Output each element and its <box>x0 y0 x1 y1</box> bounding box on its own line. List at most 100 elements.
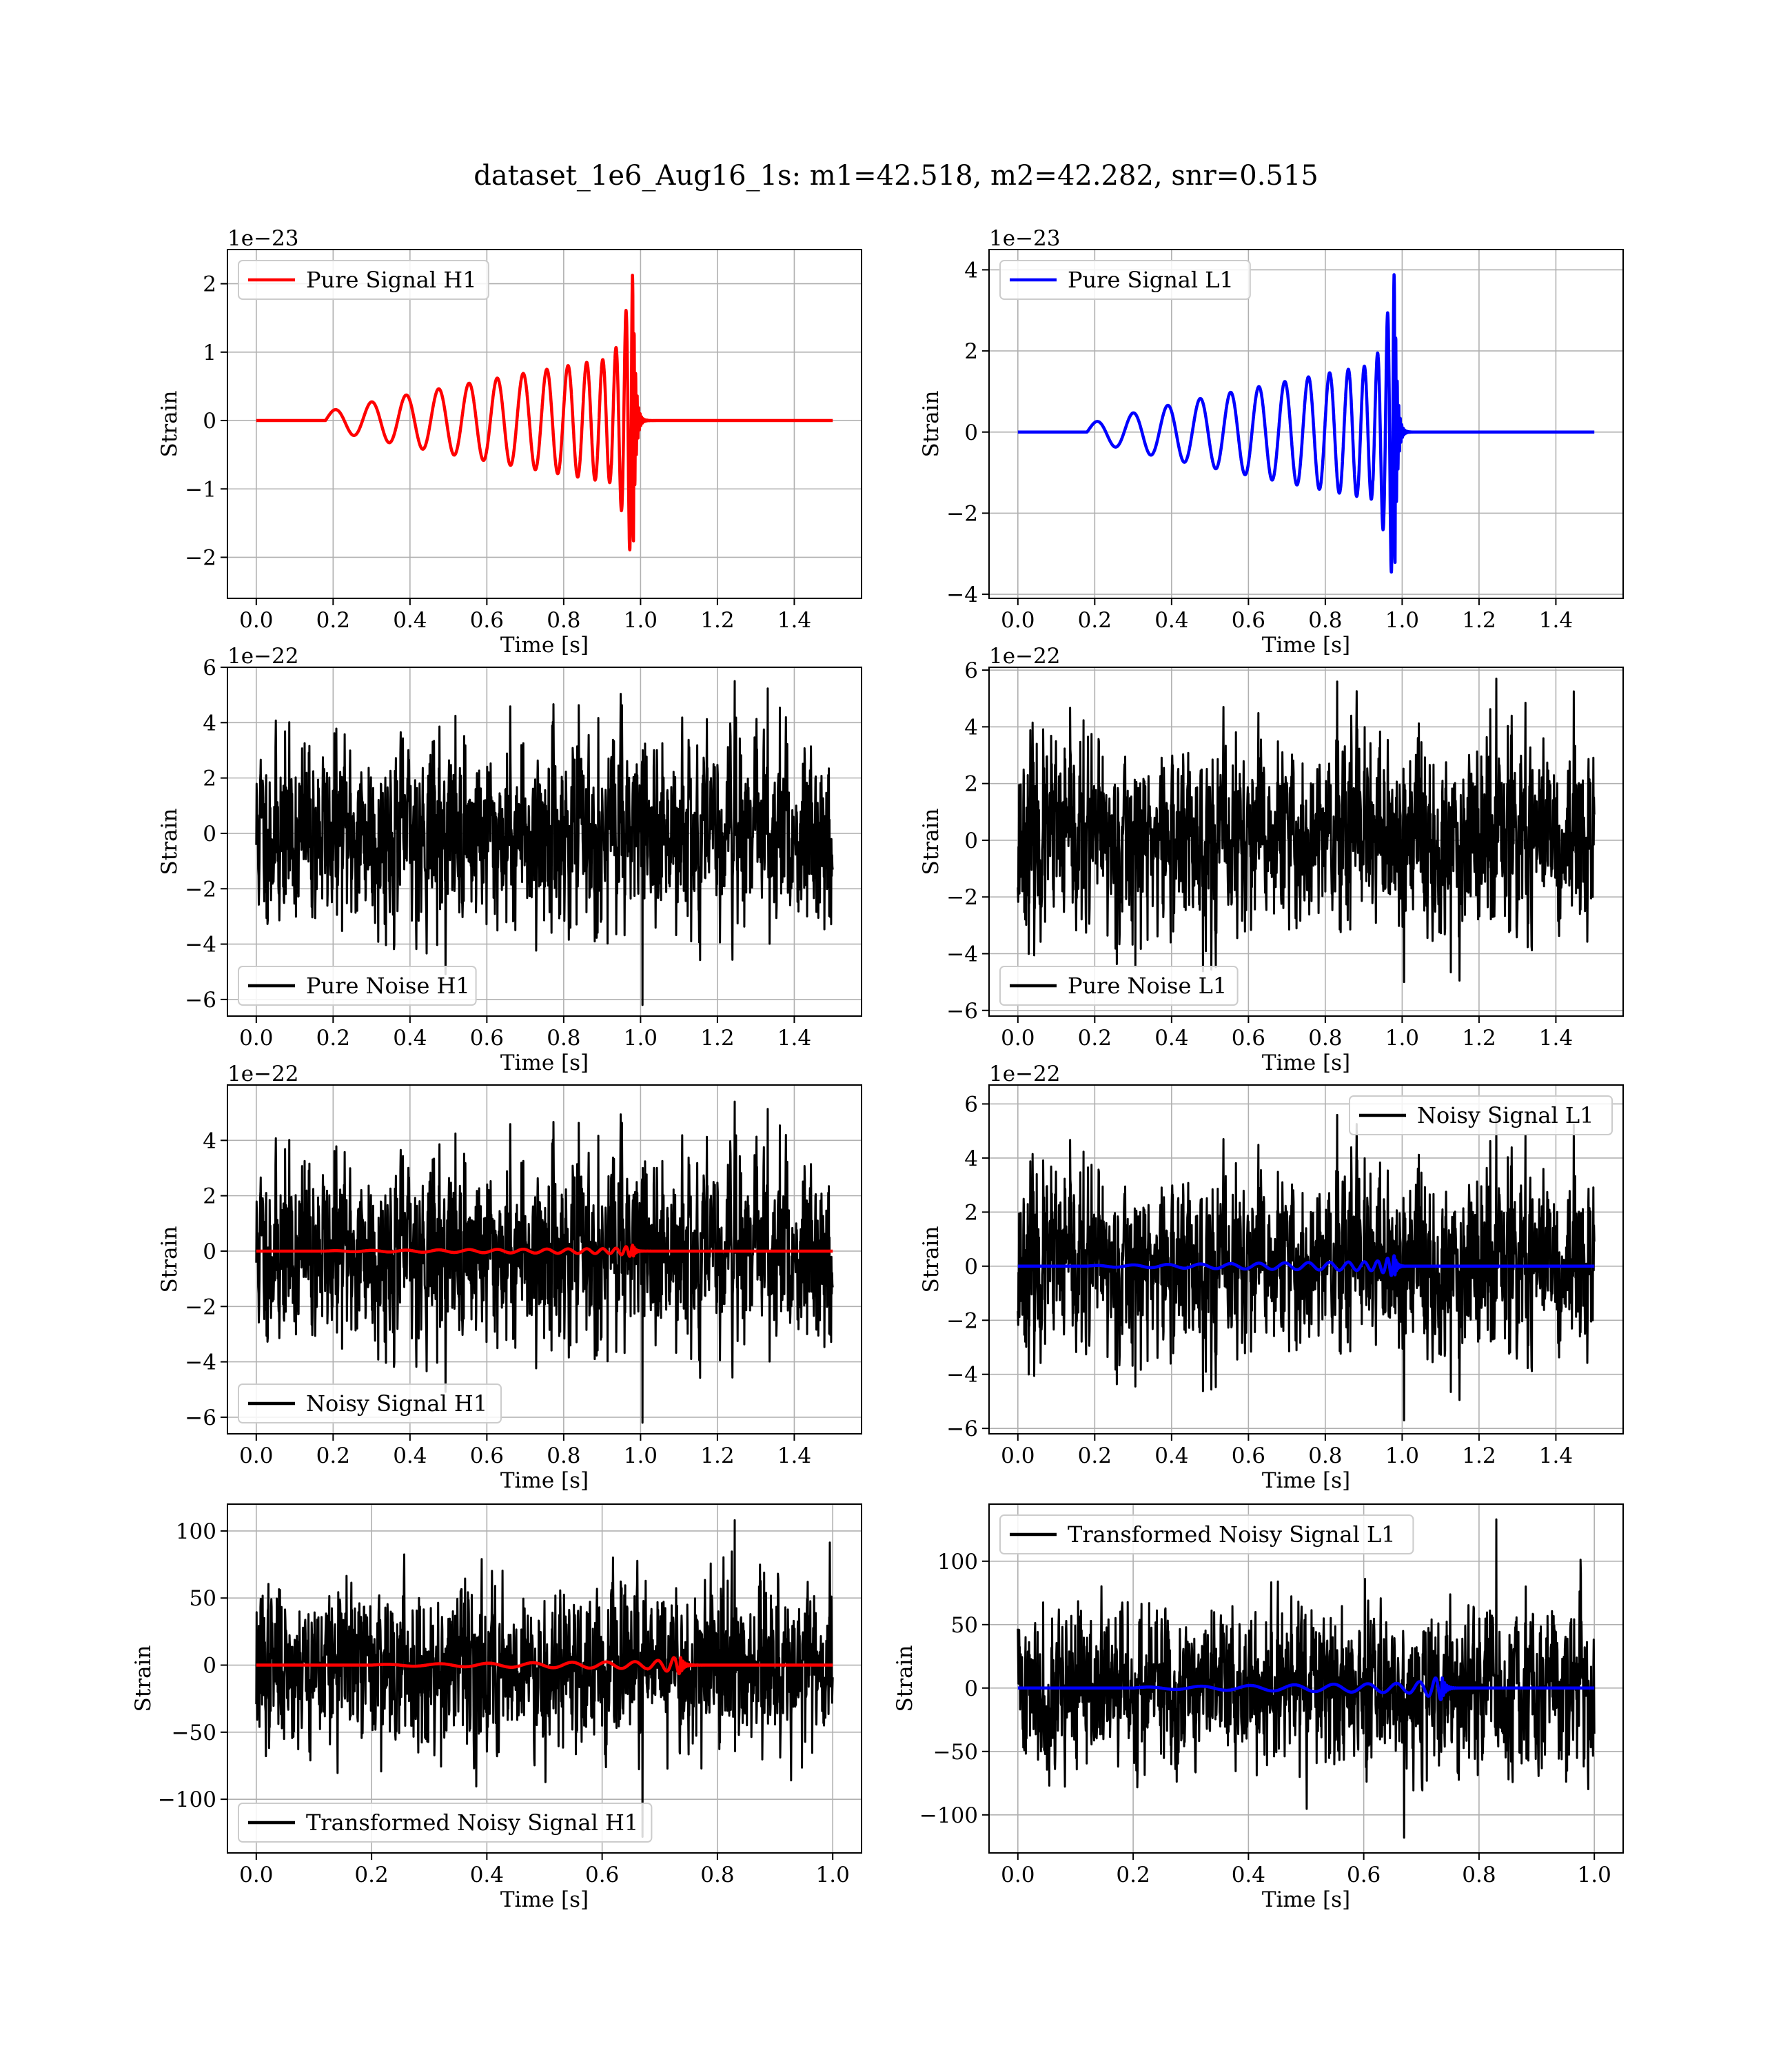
legend: Transformed Noisy Signal H1 <box>238 1803 653 1843</box>
noise-series-line <box>1017 1113 1596 1421</box>
y-tick-label: 0 <box>964 829 978 853</box>
legend-label: Pure Signal H1 <box>306 267 477 293</box>
noise-series-line <box>255 1519 834 1838</box>
x-axis-label: Time [s] <box>500 633 589 658</box>
y-tick-label: 2 <box>964 772 978 797</box>
x-axis-label: Time [s] <box>1262 1468 1350 1493</box>
series-group <box>1017 1113 1596 1421</box>
subplot-transformed-noisy-signal-h1: 0.0 0.2 0.4 0.6 0.8 1.0 −100 −50 0 50 100 Time [s] S… <box>131 1503 862 1912</box>
x-tick-label: 0.4 <box>393 608 427 633</box>
x-tick-label: 0.4 <box>1154 1443 1188 1468</box>
legend-box <box>238 260 489 300</box>
y-tick-label: −6 <box>185 988 216 1013</box>
x-tick-label: 0.2 <box>316 608 350 633</box>
legend-label: Noisy Signal L1 <box>1417 1102 1594 1128</box>
y-tick-label: −2 <box>946 1308 978 1333</box>
y-tick-label: −2 <box>946 885 978 910</box>
subplot-transformed-noisy-signal-l1: 0.0 0.2 0.4 0.6 0.8 1.0 −100 −50 0 50 100 Time [s] S… <box>893 1503 1624 1912</box>
y-tick-label: −4 <box>185 933 216 957</box>
y-offset-text: 1e−23 <box>989 226 1061 251</box>
y-axis-label: Strain <box>131 1645 156 1712</box>
x-tick-label: 0.8 <box>547 1026 580 1051</box>
axes-frame <box>988 1084 1624 1435</box>
x-tick-label: 0.8 <box>547 608 580 633</box>
y-tick-label: 2 <box>964 1200 978 1225</box>
x-axis-label: Time [s] <box>500 1468 589 1493</box>
legend: Pure Noise L1 <box>999 966 1239 1006</box>
x-tick-label: 0.6 <box>1232 1443 1265 1468</box>
y-tick-label: −50 <box>172 1721 216 1745</box>
x-tick-label: 0.8 <box>700 1863 734 1887</box>
y-tick-label: 0 <box>203 822 216 847</box>
y-tick-label: 0 <box>203 1654 216 1679</box>
x-tick-label: 0.4 <box>1154 1026 1188 1051</box>
x-tick-label: 0.4 <box>393 1026 427 1051</box>
subplot-pure-signal-l1: 0.0 0.2 0.4 0.6 0.8 1.0 1.2 1.4 −4 −2 0 2 4 Time [s] S… <box>919 226 1624 658</box>
y-axis-label: Strain <box>893 1645 917 1712</box>
x-axis-label: Time [s] <box>1262 1887 1350 1912</box>
legend: Pure Signal H1 <box>238 260 489 300</box>
y-tick-label: −50 <box>933 1740 978 1765</box>
x-tick-label: 0.0 <box>239 1443 273 1468</box>
y-tick-label: 6 <box>964 1092 978 1117</box>
chirp-series-line <box>1017 273 1596 574</box>
x-tick-label: 0.0 <box>1001 1443 1035 1468</box>
subplot-noisy-signal-h1: 0.0 0.2 0.4 0.6 0.8 1.0 1.2 1.4 −6 −4 −2 0 2 4 Time [s… <box>157 1062 862 1493</box>
x-tick-label: 1.0 <box>624 608 658 633</box>
y-tick-label: 0 <box>964 1255 978 1279</box>
y-axis-label: Strain <box>919 391 944 458</box>
series-group <box>256 274 835 551</box>
x-tick-label: 0.8 <box>1462 1863 1496 1887</box>
y-tick-label: −100 <box>158 1787 216 1812</box>
y-tick-label: −6 <box>946 1417 978 1441</box>
x-axis-label: Time [s] <box>1262 1051 1350 1075</box>
chirp-series-line <box>1017 1254 1596 1277</box>
subplot-grid: 0.0 0.2 0.4 0.6 0.8 1.0 1.2 1.4 −2 −1 0 1 2 Time [s] S… <box>131 226 1624 1912</box>
x-tick-label: 1.2 <box>1462 608 1496 633</box>
x-tick-label: 0.2 <box>354 1863 388 1887</box>
y-tick-label: 0 <box>203 1239 216 1264</box>
legend-box <box>999 260 1251 300</box>
x-tick-label: 0.8 <box>1308 608 1342 633</box>
series-group <box>255 680 834 1006</box>
x-tick-label: 0.4 <box>1154 608 1188 633</box>
axes-frame <box>227 667 862 1017</box>
x-tick-label: 1.2 <box>700 1443 734 1468</box>
x-tick-label: 0.6 <box>1232 608 1265 633</box>
x-tick-label: 0.8 <box>547 1443 580 1468</box>
legend: Transformed Noisy Signal L1 <box>999 1514 1414 1554</box>
y-tick-label: 4 <box>203 711 216 736</box>
x-tick-label: 0.6 <box>1232 1026 1265 1051</box>
legend-box <box>999 1514 1414 1554</box>
x-tick-label: 1.4 <box>777 1026 811 1051</box>
y-tick-label: 4 <box>964 258 978 283</box>
x-tick-label: 0.4 <box>470 1863 504 1887</box>
legend-label: Transformed Noisy Signal H1 <box>306 1810 638 1836</box>
series-group <box>255 1519 835 1838</box>
y-tick-label: −2 <box>185 545 216 570</box>
legend-label: Pure Signal L1 <box>1068 267 1234 293</box>
y-offset-text: 1e−23 <box>227 226 299 251</box>
y-axis-label: Strain <box>157 809 182 875</box>
y-tick-label: 100 <box>176 1519 216 1544</box>
x-axis-label: Time [s] <box>500 1051 589 1075</box>
chirp-series-line <box>256 1244 835 1258</box>
legend-label: Transformed Noisy Signal L1 <box>1068 1521 1396 1548</box>
series-group <box>1017 273 1596 574</box>
axes-frame <box>988 1503 1624 1854</box>
legend: Pure Signal L1 <box>999 260 1251 300</box>
y-tick-label: −6 <box>185 1406 216 1430</box>
figure-title: dataset_1e6_Aug16_1s: m1=42.518, m2=42.2… <box>474 160 1318 192</box>
y-tick-label: −2 <box>946 501 978 526</box>
y-tick-label: −4 <box>946 582 978 607</box>
legend: Noisy Signal L1 <box>1349 1095 1613 1135</box>
y-tick-label: −2 <box>185 1295 216 1319</box>
x-tick-label: 0.2 <box>1078 608 1112 633</box>
y-tick-label: −4 <box>946 1363 978 1388</box>
legend-box <box>238 1383 502 1423</box>
y-tick-label: −2 <box>185 877 216 902</box>
x-tick-label: 0.4 <box>1232 1863 1265 1887</box>
y-tick-label: −6 <box>946 999 978 1024</box>
y-tick-label: 2 <box>203 1184 216 1209</box>
x-tick-label: 1.4 <box>777 608 811 633</box>
